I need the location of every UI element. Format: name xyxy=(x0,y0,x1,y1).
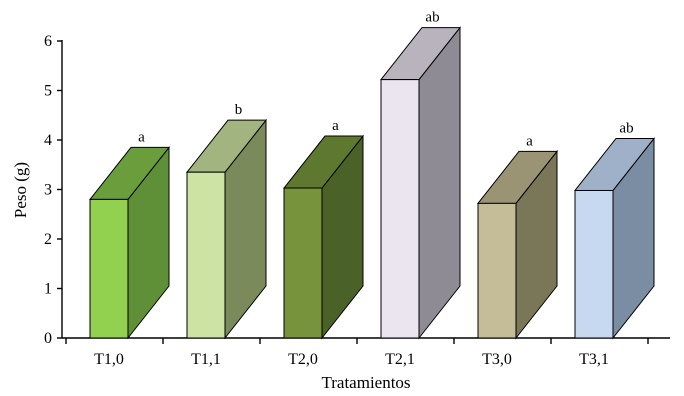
bar-significance-label: a xyxy=(526,133,533,149)
bar-significance-label: b xyxy=(235,102,243,118)
x-tick-label: T2,0 xyxy=(288,351,318,368)
bar-front xyxy=(89,198,129,339)
bar-T2-0: a xyxy=(282,118,365,340)
y-tick-label: 1 xyxy=(44,281,52,298)
bar-side xyxy=(418,26,461,340)
bar-front xyxy=(477,202,517,339)
x-tick-label: T1,1 xyxy=(191,351,221,368)
y-tick-label: 3 xyxy=(44,182,52,199)
y-tick-label: 5 xyxy=(44,83,52,100)
bar-T1-0: a xyxy=(88,129,171,340)
bar-T3-1: ab xyxy=(573,120,656,340)
x-tick-label: T1,0 xyxy=(94,351,124,368)
y-axis-title: Peso (g) xyxy=(11,162,30,218)
bar-front xyxy=(283,187,323,339)
bar-T3-0: a xyxy=(476,133,559,340)
y-axis-ticks: 0 1 2 3 4 5 6 xyxy=(44,33,62,347)
bar-significance-label: ab xyxy=(425,10,439,26)
bar-significance-label: a xyxy=(332,118,339,134)
x-tick-label: T2,1 xyxy=(385,351,415,368)
bar-T2-1: ab xyxy=(379,10,462,340)
y-tick-label: 2 xyxy=(44,231,52,248)
x-axis-title: Tratamientos xyxy=(321,373,410,392)
x-axis-ticks: T1,0 T1,1 T2,0 T2,1 T3,0 T3,1 xyxy=(65,338,649,368)
y-tick-label: 4 xyxy=(44,132,52,149)
bar-front xyxy=(380,79,420,339)
x-tick-label: T3,1 xyxy=(579,351,609,368)
x-tick-label: T3,0 xyxy=(482,351,512,368)
bar-T1-1: b xyxy=(185,102,268,340)
y-tick-label: 0 xyxy=(44,330,52,347)
bar-significance-label: ab xyxy=(619,120,633,136)
bar-front xyxy=(574,189,614,339)
bar-significance-label: a xyxy=(138,129,145,145)
y-tick-label: 6 xyxy=(44,33,52,50)
bar-front xyxy=(186,171,226,339)
